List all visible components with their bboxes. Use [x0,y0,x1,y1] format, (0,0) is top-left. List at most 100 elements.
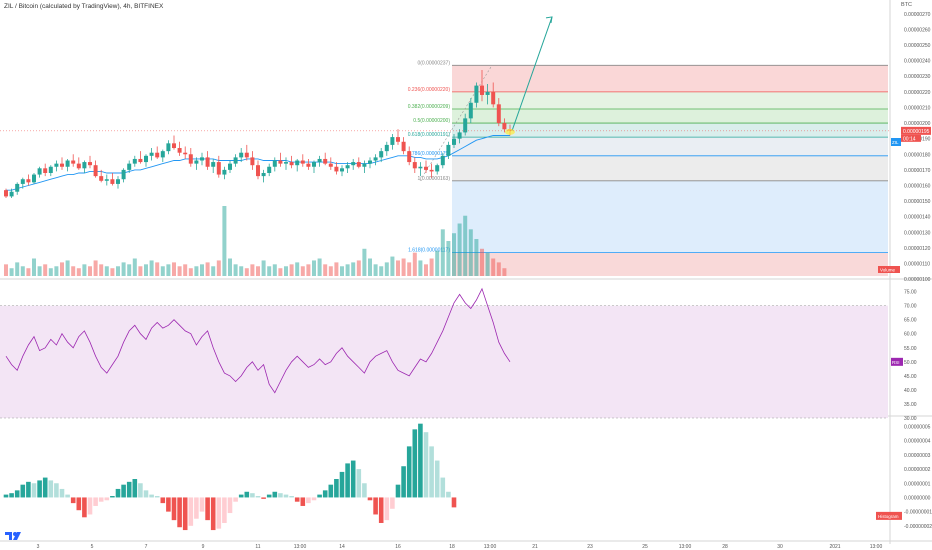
candle-body [384,144,389,152]
rsi-tick-label: 40.00 [904,388,917,394]
candle [194,157,199,170]
time-tick-label: 13:00 [679,544,692,550]
rsi-badge-label: RSI [892,360,900,365]
histogram-bar [339,471,345,498]
candle [166,140,171,155]
time-tick-label: 13:00 [484,544,497,550]
candle [379,148,384,163]
volume-bar [272,264,277,276]
histogram-bar [14,490,20,498]
candle [121,168,126,183]
histogram-bar [149,494,154,498]
candle [261,169,266,183]
candle-body [138,158,143,163]
histogram-bar [395,484,401,498]
histogram-bar [82,497,87,518]
candle [188,148,193,167]
candle-body [373,157,378,161]
histogram-bar [126,481,132,498]
candle [435,163,440,175]
histogram-bar [216,497,222,529]
histogram-bar [334,479,339,498]
candle [328,157,333,170]
candle [334,162,339,175]
histogram-bar [244,491,250,498]
candle [272,157,277,172]
time-tick-label: 13:00 [870,544,883,550]
histogram-tick-label: 0.00000001 [904,481,931,487]
histogram-bar [423,432,429,498]
histogram-bar [98,497,104,502]
candle-body [278,160,283,164]
volume-bar [418,260,423,276]
candle-body [127,163,132,170]
rsi-tick-label: 30.00 [904,416,917,422]
candle-body [356,162,361,167]
volume-bar [82,264,87,276]
histogram-bar [132,479,138,498]
price-tick-label: 0.00000140 [904,215,931,221]
candle-body [424,166,428,170]
candle [15,182,20,195]
volume-bar [99,264,104,276]
histogram-bar [188,497,194,526]
histogram-bar [160,497,166,504]
candle-body [20,179,25,184]
moving-average-line [6,135,510,191]
candle-body [88,162,92,166]
volume-bar [211,266,216,276]
candle-body [160,151,165,158]
last-price-label: 0.00000195 [903,129,930,135]
candle-body [116,179,120,184]
candle [300,154,305,167]
candle [9,188,14,198]
histogram-bar [54,483,59,498]
candle-body [435,165,440,172]
candle [65,158,70,172]
volume-bar [351,262,356,276]
candle-body [390,137,395,145]
histogram-bar [3,494,9,498]
candle [132,155,137,167]
candle-body [317,158,322,163]
histogram-bar [412,429,418,498]
histogram-bar [283,494,289,498]
price-tick-label: 0.00000210 [904,105,931,111]
candle [345,162,350,173]
candle-body [4,190,8,197]
rsi-tick-label: 45.00 [904,374,917,380]
candle [452,133,456,149]
candle [278,152,283,167]
tradingview-logo [4,529,22,547]
histogram-bar [26,481,31,498]
candle [222,166,227,180]
time-tick-label: 30 [777,544,783,550]
price-tick-label: 0.00000200 [904,121,931,127]
candle-body [26,179,31,183]
histogram-bar [255,496,261,498]
histogram-bar [37,480,42,498]
candle [396,129,400,145]
candle-body [9,191,14,197]
candle [480,69,484,102]
candle [289,155,294,169]
histogram-bar [143,490,149,498]
histogram-bar [406,446,412,498]
volume-bar [491,258,496,276]
candle-body [334,166,339,172]
histogram-bar [418,423,423,498]
candle [144,154,148,167]
histogram-bar [350,460,356,498]
histogram-tick-label: -0.00000001 [904,510,932,516]
candle [211,158,216,173]
volume-bar [345,264,350,276]
candle-body [32,174,36,183]
histogram-bar [362,483,367,498]
candle [48,165,53,177]
volume-bar [496,262,501,276]
histogram-badge-label: Histogram [878,514,899,519]
candle-body [412,162,417,169]
candle [160,149,165,163]
candle [60,157,64,170]
